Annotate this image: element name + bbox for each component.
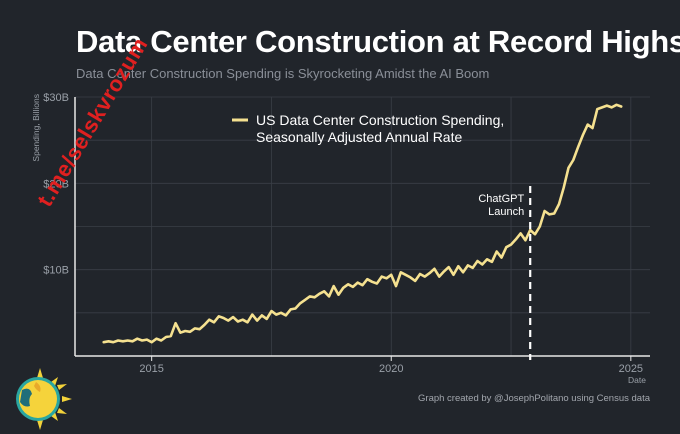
x-tick-label: 2020	[379, 363, 403, 375]
x-tick-label: 2015	[139, 363, 163, 375]
x-tick-label: 2025	[619, 363, 643, 375]
annotation-label-line1: ChatGPT	[478, 193, 524, 205]
y-tick-label: $20B	[43, 178, 69, 190]
series-line	[102, 103, 623, 344]
chart-title: Data Center Construction at Record Highs	[76, 24, 680, 59]
sun-logo-icon	[16, 368, 72, 430]
annotation-label-line2: Launch	[488, 206, 524, 218]
y-tick-label: $30B	[43, 92, 69, 104]
legend-label-line1: US Data Center Construction Spending,	[256, 112, 504, 128]
y-tick-label: $10B	[43, 265, 69, 277]
series-layer	[102, 103, 623, 344]
source-credit: Graph created by @JosephPolitano using C…	[418, 393, 650, 404]
legend-label-line2: Seasonally Adjusted Annual Rate	[256, 129, 462, 145]
x-axis-label: Date	[628, 375, 646, 385]
legend: US Data Center Construction Spending,Sea…	[232, 112, 504, 145]
y-axis-label: Spending, Billions	[31, 94, 41, 162]
chart-subtitle: Data Center Construction Spending is Sky…	[76, 66, 490, 81]
